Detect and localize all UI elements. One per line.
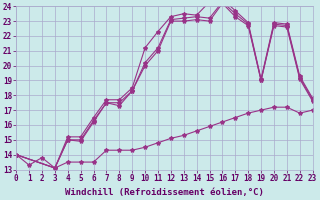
X-axis label: Windchill (Refroidissement éolien,°C): Windchill (Refroidissement éolien,°C): [65, 188, 264, 197]
